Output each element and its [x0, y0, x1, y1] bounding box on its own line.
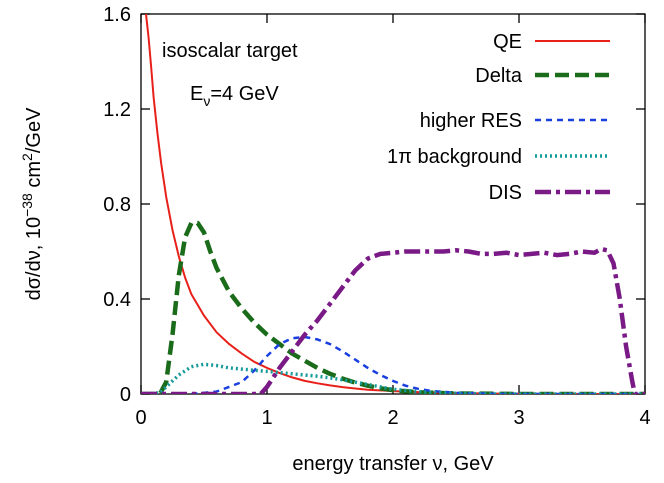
legend-swatches — [535, 40, 610, 195]
annotation-energy-main: E — [190, 83, 203, 105]
y-axis-title-suffix: /GeV — [23, 107, 45, 153]
series-group — [141, 14, 645, 394]
legend-label-1pi: 1π background — [387, 146, 522, 168]
x-tick-label-4: 4 — [639, 407, 650, 429]
y-axis-title-prefix: dσ/dν, 10 — [23, 217, 45, 301]
legend-label-delta: Delta — [475, 65, 523, 87]
x-tick-label-3: 3 — [513, 407, 524, 429]
x-tick-labels: 0 1 2 3 4 — [135, 407, 650, 429]
legend: QE Delta higher RES 1π background DIS — [387, 31, 610, 204]
y-axis-title-exp2: 2 — [19, 153, 35, 161]
x-tick-label-2: 2 — [387, 407, 398, 429]
series-line-1-background — [141, 362, 645, 394]
annotation-target: isoscalar target — [162, 40, 298, 62]
annotation-energy-sub: ν — [203, 93, 210, 109]
legend-label-dis: DIS — [489, 182, 522, 204]
y-axis-title-mid: cm — [23, 161, 45, 193]
y-axis-title: dσ/dν, 10−38 cm2/GeV — [19, 107, 45, 301]
x-tick-label-1: 1 — [261, 407, 272, 429]
series-line-dis — [141, 246, 645, 394]
x-tick-label-0: 0 — [135, 407, 146, 429]
y-axis-title-exp1: −38 — [19, 193, 35, 217]
annotation-energy: Eν=4 GeV — [190, 83, 279, 109]
legend-label-higher-res: higher RES — [420, 110, 522, 132]
legend-label-qe: QE — [493, 31, 522, 53]
x-axis-title: energy transfer ν, GeV — [292, 453, 494, 475]
y-tick-label-1: 0.4 — [103, 289, 131, 311]
y-tick-label-4: 1.6 — [103, 4, 131, 26]
y-tick-labels: 0 0.4 0.8 1.2 1.6 — [103, 4, 131, 406]
y-tick-label-2: 0.8 — [103, 194, 131, 216]
y-tick-label-3: 1.2 — [103, 99, 131, 121]
series-line-higher-res — [191, 335, 645, 394]
annotation-energy-rest: =4 GeV — [210, 83, 279, 105]
y-tick-label-0: 0 — [120, 384, 131, 406]
